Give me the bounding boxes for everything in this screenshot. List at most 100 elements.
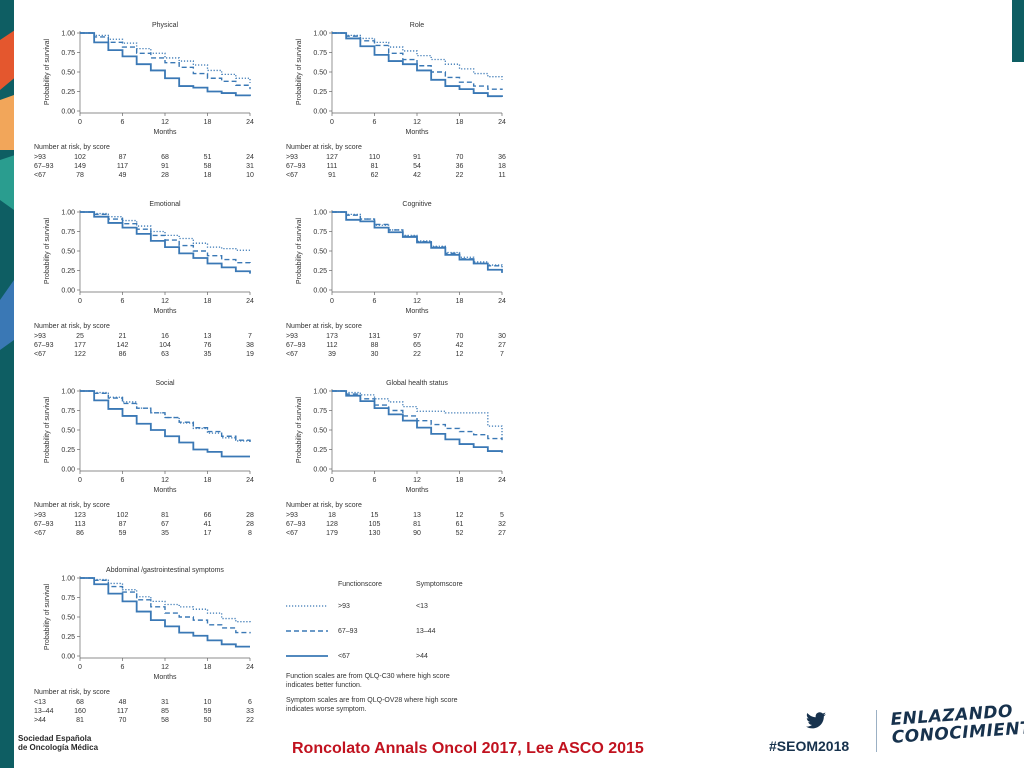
x-axis-label: Months [406,308,429,315]
km-panel-6: Abdominal /gastrointestinal symptoms 0.00… [34,567,254,724]
y-axis-label: Probability of survival [44,38,51,105]
risk-value: 149 [74,163,86,170]
panel-title: Role [410,22,425,29]
risk-value: 28 [246,521,254,528]
x-tick-label: 0 [78,664,82,671]
km-curve [80,211,251,274]
legend-note-1a: Function scales are from QLQ-C30 where h… [286,673,450,680]
risk-value: 76 [204,342,212,349]
risk-value: 15 [371,512,379,519]
risk-row-label: >93 [34,512,46,519]
x-tick-label: 6 [121,477,125,484]
y-axis-label: Probability of survival [296,217,303,284]
x-tick-label: 6 [121,664,125,671]
y-tick-label: 0.75 [61,595,75,602]
km-panel-3: Cognitive 0.00 0.25 0.50 0.75 1.00 0 6 12 18 24 Mon… [286,201,506,358]
risk-value: 12 [456,351,464,358]
y-tick-label: 0.50 [61,428,75,435]
risk-value: 58 [204,163,212,170]
y-tick-label: 1.00 [61,576,75,583]
risk-value: 39 [328,351,336,358]
x-tick-label: 12 [161,119,169,126]
x-axis-label: Months [154,487,177,494]
x-tick-label: 6 [121,119,125,126]
society-logo: Sociedad Española de Oncología Médica [18,734,98,752]
risk-value: 127 [326,154,338,161]
x-axis-label: Months [406,129,429,136]
risk-value: 113 [74,521,85,528]
risk-value: 38 [246,342,254,349]
risk-value: 31 [246,163,254,170]
brand-logo: ENLAZANDO CONOCIMIENTO [890,700,1024,747]
x-tick-label: 0 [78,119,82,126]
y-tick-label: 0.00 [61,109,75,116]
km-curve [332,390,503,438]
risk-value: 7 [500,351,504,358]
legend-function-label: <67 [338,653,350,660]
y-tick-label: 1.00 [61,210,75,217]
legend-col2-header: Symptomscore [416,581,463,588]
risk-value: 122 [74,351,86,358]
risk-value: 10 [246,172,254,179]
y-tick-label: 0.50 [313,249,327,256]
risk-row-label: 67–93 [34,342,54,349]
legend-note-1b: indicates better function. [286,682,362,689]
y-tick-label: 1.00 [313,210,327,217]
risk-header: Number at risk, by score [34,323,110,330]
risk-value: 90 [413,530,421,537]
risk-value: 117 [117,708,128,715]
risk-value: 48 [119,699,127,706]
x-tick-label: 24 [246,119,254,126]
risk-value: 97 [413,333,421,340]
risk-value: 91 [328,172,336,179]
y-tick-label: 0.25 [61,89,75,96]
risk-value: 13 [413,512,421,519]
km-panel-4: Social 0.00 0.25 0.50 0.75 1.00 0 6 12 18 24 Months… [34,380,254,537]
panel-title: Global health status [386,380,448,387]
risk-value: 102 [117,512,129,519]
risk-value: 25 [76,333,84,340]
risk-value: 128 [326,521,338,528]
x-tick-label: 12 [413,119,421,126]
x-tick-label: 18 [456,119,464,126]
risk-value: 18 [204,172,212,179]
risk-value: 81 [413,521,421,528]
km-panel-5: Global health status 0.00 0.25 0.50 0.75 1.00… [286,380,506,537]
x-tick-label: 0 [330,477,334,484]
y-axis-label: Probability of survival [44,396,51,463]
risk-row-label: 67–93 [34,521,54,528]
y-tick-label: 0.50 [61,615,75,622]
risk-value: 88 [371,342,379,349]
risk-value: 111 [327,163,338,170]
risk-value: 52 [456,530,464,537]
risk-value: 81 [76,717,84,724]
risk-value: 7 [248,333,252,340]
x-tick-label: 24 [498,298,506,305]
risk-row-label: 13–44 [34,708,54,715]
risk-value: 59 [119,530,127,537]
risk-value: 32 [498,521,506,528]
risk-value: 102 [74,154,86,161]
risk-value: 17 [204,530,212,537]
risk-value: 49 [119,172,127,179]
y-tick-label: 1.00 [313,389,327,396]
legend-symptom-label: >44 [416,653,428,660]
survival-figure: Physical 0.00 0.25 0.50 0.75 1.00 0 6 12 18 24 Mont… [14,6,520,740]
y-tick-label: 0.00 [313,109,327,116]
panel-title: Emotional [149,201,181,208]
risk-value: 21 [119,333,127,340]
risk-value: 142 [117,342,129,349]
risk-value: 50 [204,717,212,724]
twitter-bird-icon [806,712,826,729]
risk-value: 30 [371,351,379,358]
km-curve [332,32,503,90]
risk-value: 22 [246,717,254,724]
km-curve [80,32,251,97]
risk-header: Number at risk, by score [34,502,110,509]
risk-value: 36 [456,163,464,170]
risk-value: 68 [161,154,169,161]
x-tick-label: 6 [373,298,377,305]
risk-value: 54 [413,163,421,170]
risk-value: 91 [413,154,421,161]
risk-value: 87 [119,521,127,528]
